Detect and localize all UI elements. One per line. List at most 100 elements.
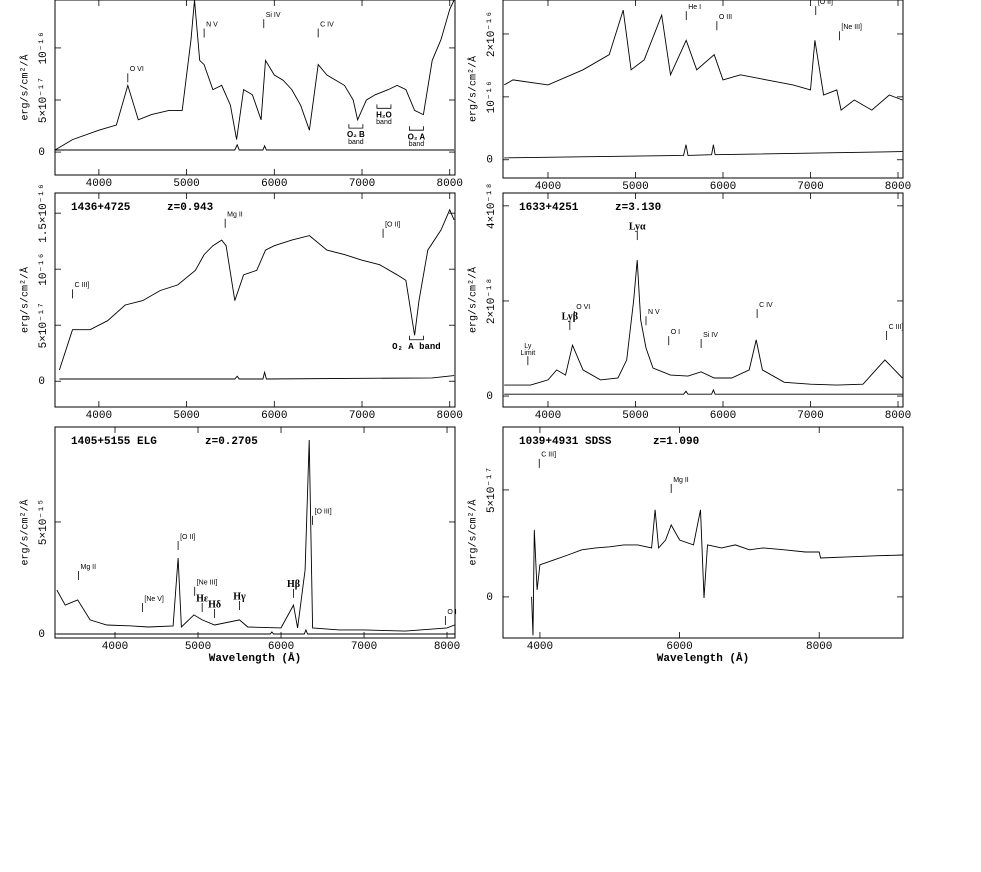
x-tick-label: 5000 — [173, 410, 199, 422]
y-tick-label: 1.5×10⁻¹⁶ — [38, 183, 50, 242]
line-label: Ly — [524, 343, 532, 350]
x-tick-label: 8000 — [437, 178, 463, 190]
x-tick-label: 6000 — [261, 178, 287, 190]
line-label: He I — [688, 4, 701, 11]
line-label: N V — [648, 309, 660, 316]
line-label: N V — [206, 21, 218, 28]
line-label: Hδ — [208, 599, 221, 610]
y-axis-label: erg/s/cm²/Å — [19, 267, 32, 333]
line-label: O VI — [576, 304, 590, 311]
y-tick-label: 0 — [38, 629, 45, 641]
panel-label: 1039+4931 SDSS — [519, 436, 612, 448]
band-bracket — [376, 104, 392, 109]
panel-label: 1405+5155 ELG — [71, 436, 157, 448]
spectrum-line — [58, 208, 455, 371]
line-label: [Ne V] — [144, 596, 164, 603]
plot-area — [531, 509, 903, 636]
band-bracket — [409, 126, 424, 131]
line-label: C III] — [889, 324, 904, 331]
panel-frame — [54, 0, 456, 176]
y-tick-label: 5×10⁻¹⁵ — [38, 499, 50, 545]
band-label: O₂ A band — [392, 342, 441, 352]
band-sub-label: band — [376, 119, 392, 126]
line-label: [O II] — [385, 222, 400, 229]
x-axis-label: Wavelength (Å) — [657, 652, 749, 665]
line-label: C IV — [320, 21, 334, 28]
plot-area — [504, 260, 903, 395]
y-tick-label: 0 — [486, 391, 493, 403]
spectrum-line — [55, 143, 455, 151]
redshift-label: z=1.090 — [653, 436, 699, 448]
x-tick-label: 5000 — [173, 178, 199, 190]
x-tick-label: 4000 — [86, 178, 112, 190]
x-tick-label: 7000 — [349, 410, 375, 422]
panel-frame — [502, 192, 904, 408]
line-label: Hγ — [233, 591, 246, 602]
y-tick-label: 0 — [486, 592, 493, 604]
x-tick-label: 4000 — [86, 410, 112, 422]
y-tick-label: 10⁻¹⁶ — [486, 80, 498, 113]
y-tick-label: 4×10⁻¹⁸ — [486, 183, 498, 229]
line-label: C IV — [759, 302, 773, 309]
x-tick-label: 5000 — [622, 181, 648, 193]
x-tick-label: 6000 — [666, 641, 692, 653]
y-tick-label: 5×10⁻¹⁷ — [38, 302, 50, 348]
band-label: H₂O — [376, 110, 392, 119]
y-tick-label: 5×10⁻¹⁷ — [38, 77, 50, 123]
x-tick-label: 4000 — [102, 641, 128, 653]
line-label: O I — [447, 609, 456, 616]
redshift-label: z=3.130 — [615, 202, 661, 214]
panel-label: 1633+4251 — [519, 202, 579, 214]
line-label: [O III] — [315, 509, 332, 516]
spectrum-line — [55, 0, 455, 151]
y-axis-label: erg/s/cm²/Å — [19, 54, 32, 120]
spectrum-line — [56, 439, 455, 632]
line-label: Mg II — [227, 212, 243, 219]
line-label: Si IV — [703, 332, 718, 339]
line-label: [Ne III] — [197, 580, 218, 587]
spectrum-line — [504, 144, 903, 159]
y-tick-label: 5×10⁻¹⁷ — [486, 467, 498, 513]
x-tick-label: 5000 — [185, 641, 211, 653]
plot-area — [58, 208, 455, 380]
y-axis-label: erg/s/cm²/Å — [467, 56, 480, 122]
x-tick-label: 7000 — [797, 410, 823, 422]
line-label: [Ne III] — [841, 24, 862, 31]
x-tick-label: 4000 — [535, 181, 561, 193]
line-label: Lyβ — [562, 311, 578, 322]
panel-frame — [54, 192, 456, 408]
line-label: C III] — [541, 452, 556, 459]
x-tick-label: 6000 — [710, 410, 736, 422]
panel-frame — [502, 0, 904, 179]
x-tick-label: 4000 — [535, 410, 561, 422]
band-sub-label: band — [348, 139, 364, 146]
band-bracket — [409, 335, 424, 341]
plot-area — [55, 0, 455, 151]
y-tick-label: 10⁻¹⁶ — [38, 253, 50, 286]
x-tick-label: 6000 — [268, 641, 294, 653]
y-axis-label: erg/s/cm²/Å — [467, 499, 480, 565]
line-label: O VI — [130, 66, 144, 73]
spectrum-line — [531, 509, 903, 636]
x-tick-label: 8000 — [885, 410, 911, 422]
y-tick-label: 2×10⁻¹⁶ — [486, 11, 498, 57]
line-label: O I — [671, 329, 680, 336]
line-label: O III — [719, 14, 732, 21]
x-tick-label: 7000 — [349, 178, 375, 190]
plot-area — [56, 439, 455, 635]
line-label: Mg II — [673, 477, 689, 484]
band-bracket — [348, 124, 364, 129]
x-tick-label: 8000 — [434, 641, 460, 653]
spectrum-line — [503, 9, 903, 111]
x-tick-label: 6000 — [261, 410, 287, 422]
panel-frame — [502, 426, 904, 639]
band-label: O₂ B — [347, 130, 365, 139]
plot-area — [503, 9, 903, 159]
y-tick-label: 0 — [38, 376, 45, 388]
x-tick-label: 7000 — [351, 641, 377, 653]
line-sub-label: Limit — [520, 350, 535, 357]
line-label: [O II] — [818, 0, 833, 6]
line-label: Lyα — [629, 221, 646, 232]
y-tick-label: 0 — [38, 147, 45, 159]
